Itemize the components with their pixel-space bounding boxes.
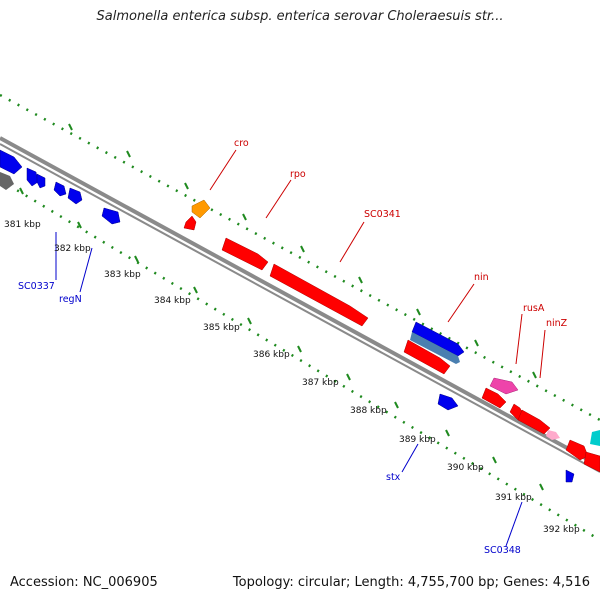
forward-genes [183,215,600,473]
gene-blue-6[interactable] [101,207,121,225]
scale-labels: 381 kbp 382 kbp 383 kbp 384 kbp 385 kbp 386 k… [4,220,580,535]
gene-blue-1[interactable] [0,149,23,175]
lower-dotted-track [0,178,600,542]
reverse-gene-label[interactable]: SC0337 [18,281,55,292]
scale-label: 383 kbp [104,270,141,280]
scale-label: 384 kbp [154,296,191,306]
upper-track-ticks [68,123,537,379]
gene-blue-4[interactable] [53,181,67,197]
gene-red-nin[interactable] [403,339,451,375]
gene-blue-7[interactable] [437,393,459,411]
gene-pink-small[interactable] [546,430,560,440]
reverse-gene-label[interactable]: stx [386,472,401,483]
gene-cyan[interactable] [590,430,600,446]
gene-red-sc0341[interactable] [269,263,369,327]
forward-gene-label[interactable]: nin [474,272,489,283]
forward-gene-label[interactable]: ninZ [546,318,568,329]
gene-red-ninz[interactable] [517,409,551,435]
scale-label: 388 kbp [350,406,387,416]
forward-leaders [209,149,546,379]
backbone-line-upper [0,136,600,468]
scale-label: 387 kbp [302,378,339,388]
forward-gene-label[interactable]: cro [234,138,249,149]
gene-pink[interactable] [489,377,519,395]
scale-label: 390 kbp [447,463,484,473]
backbone-line-lower [0,143,600,473]
gene-red-7[interactable] [565,439,589,461]
gene-red-8[interactable] [583,451,600,473]
gene-blue-3[interactable] [36,173,46,189]
gene-blue-nin-upper[interactable] [411,321,465,357]
forward-gene-label[interactable]: rusA [523,303,545,314]
forward-gene-label[interactable]: SC0341 [364,209,401,220]
gene-red-cro[interactable] [183,215,197,231]
scale-label: 382 kbp [54,244,91,254]
lower-track-ticks [19,187,544,491]
scale-label: 391 kbp [495,493,532,503]
map-title: Salmonella enterica subsp. enterica sero… [96,9,504,24]
scale-label: 392 kbp [543,525,580,535]
gene-blue-5[interactable] [67,187,83,205]
gene-blue-8[interactable] [565,469,575,483]
reverse-gene-label[interactable]: SC0348 [484,545,521,556]
scale-label: 385 kbp [203,323,240,333]
scale-label: 386 kbp [253,350,290,360]
gene-steel-nin[interactable] [410,332,460,364]
gene-red-rusa[interactable] [481,387,507,409]
scale-label: 389 kbp [399,435,436,445]
topology-summary: Topology: circular; Length: 4,755,700 bp… [232,575,590,590]
forward-gene-label[interactable]: rpo [290,169,306,180]
reverse-leaders [55,232,523,547]
gene-blue-2[interactable] [26,167,39,187]
reverse-gene-label[interactable]: regN [59,294,82,305]
gene-orange[interactable] [191,199,211,219]
reverse-genes [0,149,575,483]
upper-dotted-track [0,93,600,422]
gene-gray[interactable] [0,172,14,190]
scale-label: 381 kbp [4,220,41,230]
accession-text: Accession: NC_006905 [10,575,158,590]
gene-red-rpo[interactable] [221,237,269,271]
